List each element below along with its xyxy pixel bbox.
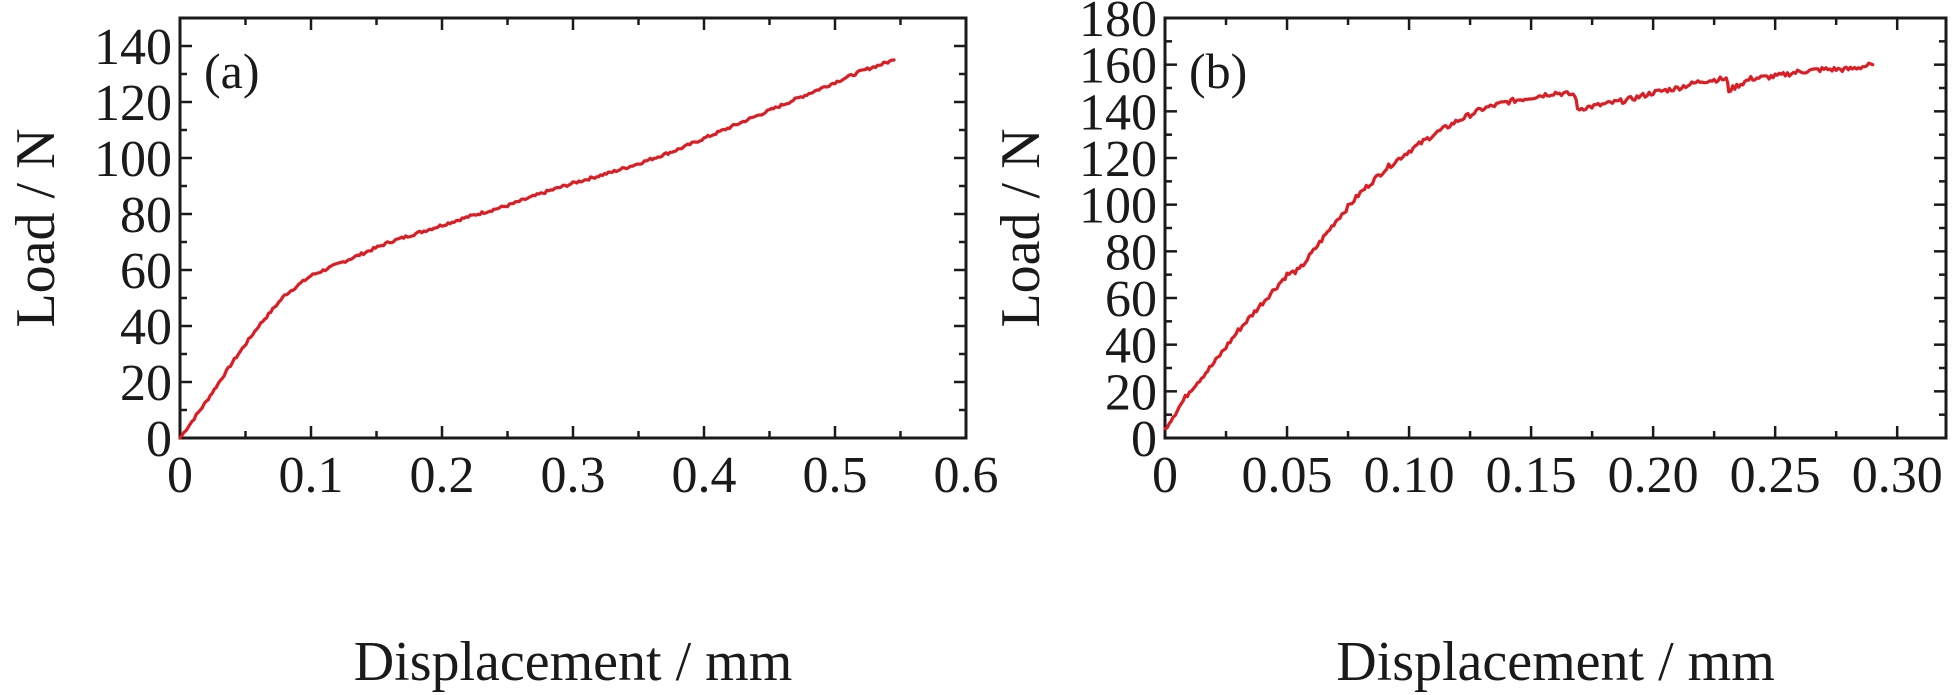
y-tick-label-b: 140 <box>1079 84 1157 141</box>
y-tick-label-a: 0 <box>146 411 172 468</box>
y-axis-title-a: Load / N <box>5 128 67 327</box>
x-tick-label-a: 0 <box>167 447 193 504</box>
y-tick-label-b: 120 <box>1079 131 1157 188</box>
y-tick-label-a: 140 <box>94 19 172 76</box>
panel-label-b: (b) <box>1189 43 1247 99</box>
x-tick-label-a: 0.2 <box>410 447 475 504</box>
x-tick-label-a: 0.6 <box>934 447 999 504</box>
load-displacement-curve-b <box>1163 61 1875 431</box>
y-tick-label-a: 60 <box>120 243 172 300</box>
y-tick-label-b: 0 <box>1131 411 1157 468</box>
y-tick-label-a: 80 <box>120 187 172 244</box>
plot-frame-b <box>1163 16 1948 440</box>
x-tick-label-a: 0.3 <box>541 447 606 504</box>
y-tick-label-b: 40 <box>1105 318 1157 375</box>
y-tick-label-a: 100 <box>94 131 172 188</box>
y-tick-label-a: 120 <box>94 75 172 132</box>
y-tick-label-b: 60 <box>1105 271 1157 328</box>
x-tick-label-b: 0 <box>1152 447 1178 504</box>
load-displacement-curve-a <box>178 58 896 440</box>
y-tick-label-a: 20 <box>120 355 172 412</box>
x-tick-label-b: 0.20 <box>1608 447 1699 504</box>
x-tick-label-a: 0.5 <box>803 447 868 504</box>
x-axis-title-a: Displacement / mm <box>354 631 793 693</box>
plot-frame-a <box>178 16 968 440</box>
x-tick-label-b: 0.05 <box>1242 447 1333 504</box>
y-tick-label-b: 100 <box>1079 178 1157 235</box>
y-tick-label-b: 160 <box>1079 38 1157 95</box>
x-tick-label-a: 0.1 <box>279 447 344 504</box>
y-tick-label-a: 40 <box>120 299 172 356</box>
x-tick-label-b: 0.15 <box>1486 447 1577 504</box>
x-tick-label-a: 0.4 <box>672 447 737 504</box>
y-tick-label-b: 20 <box>1105 364 1157 421</box>
x-tick-label-b: 0.10 <box>1364 447 1455 504</box>
y-axis-title-b: Load / N <box>990 128 1052 327</box>
x-tick-label-b: 0.30 <box>1852 447 1943 504</box>
x-axis-title-b: Displacement / mm <box>1336 631 1775 693</box>
x-tick-label-b: 0.25 <box>1730 447 1821 504</box>
y-tick-label-b: 180 <box>1079 0 1157 48</box>
panel-label-a: (a) <box>204 43 260 99</box>
y-tick-label-b: 80 <box>1105 224 1157 281</box>
